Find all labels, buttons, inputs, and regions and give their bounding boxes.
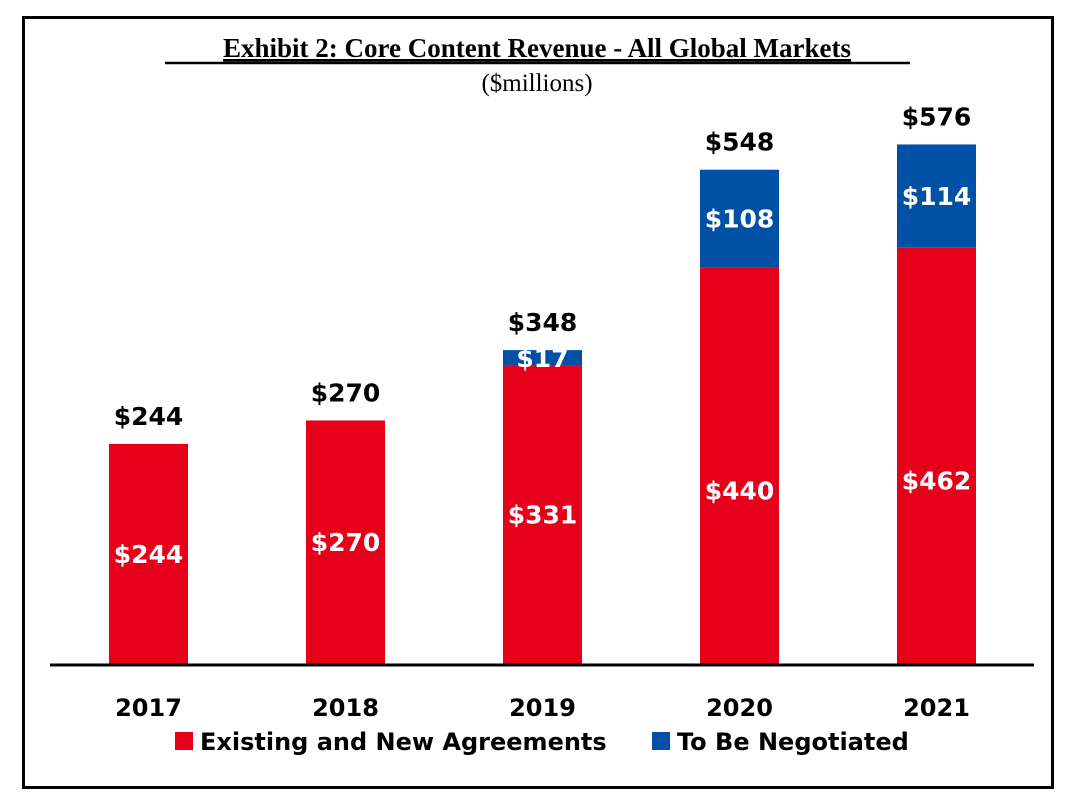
total-label-2019: $348	[508, 308, 578, 337]
x-tick-label-2020: 2020	[706, 694, 773, 722]
bar-existing-2018	[306, 420, 385, 664]
bar-to-be-negotiated-2021	[897, 144, 976, 248]
labels-layer: $244 $244 $270 $270 $331 $17 $348 $440 $108 $548 $…	[114, 102, 972, 569]
legend-swatch-existing	[175, 732, 193, 750]
chart-subtitle: ($millions)	[481, 70, 592, 97]
bar-existing-2020	[700, 267, 779, 664]
total-label-2021: $576	[902, 102, 972, 131]
x-tick-label-2019: 2019	[509, 694, 576, 722]
data-label-existing-2019: $331	[508, 501, 578, 530]
chart-title: Exhibit 2: Core Content Revenue - All Gl…	[223, 33, 851, 63]
total-label-2017: $244	[114, 402, 184, 431]
x-tick-label-2017: 2017	[115, 694, 182, 722]
total-label-2018: $270	[311, 378, 381, 407]
data-label-existing-2021: $462	[902, 467, 972, 496]
bars-layer	[109, 144, 976, 664]
legend-swatch-to-be-negotiated	[652, 732, 670, 750]
total-label-2020: $548	[705, 128, 775, 157]
data-label-existing-2020: $440	[705, 477, 775, 506]
data-label-existing-2018: $270	[311, 528, 381, 557]
x-tick-label-2021: 2021	[903, 694, 970, 722]
legend-label-to-be-negotiated: To Be Negotiated	[677, 728, 909, 756]
x-tick-label-2018: 2018	[312, 694, 379, 722]
bar-to-be-negotiated-2019	[503, 350, 582, 366]
data-label-to-be-negotiated-2020: $108	[705, 204, 775, 233]
legend: Existing and New Agreements To Be Negoti…	[175, 728, 909, 756]
legend-label-existing: Existing and New Agreements	[200, 728, 607, 756]
bar-existing-2017	[109, 443, 188, 664]
bar-existing-2021	[897, 247, 976, 664]
x-axis-ticks: 2017 2018 2019 2020 2021	[115, 694, 970, 722]
bar-existing-2019	[503, 365, 582, 664]
data-label-existing-2017: $244	[114, 540, 184, 569]
data-label-to-be-negotiated-2019: $17	[516, 344, 568, 373]
data-label-to-be-negotiated-2021: $114	[902, 182, 972, 211]
bar-to-be-negotiated-2020	[700, 169, 779, 268]
